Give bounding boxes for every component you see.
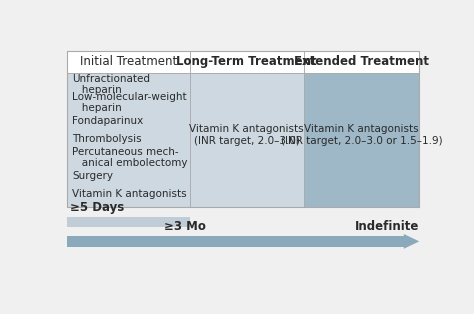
Text: Vitamin K antagonists
(INR target, 2.0–3.0): Vitamin K antagonists (INR target, 2.0–3… (189, 124, 304, 146)
Bar (66, 51, 190, 73)
Bar (190, 73, 303, 207)
Bar (303, 73, 419, 207)
Bar (66, 217, 190, 227)
Bar (303, 51, 419, 73)
Bar (66, 51, 419, 207)
Text: Fondaparinux: Fondaparinux (72, 116, 143, 126)
Text: Extended Treatment: Extended Treatment (294, 55, 429, 68)
Text: Vitamin K antagonists
(INR target, 2.0–3.0 or 1.5–1.9): Vitamin K antagonists (INR target, 2.0–3… (281, 124, 442, 146)
Text: Unfractionated
   heparin: Unfractionated heparin (72, 74, 150, 95)
Text: Initial Treatment: Initial Treatment (80, 55, 177, 68)
Text: Percutaneous mech-
   anical embolectomy: Percutaneous mech- anical embolectomy (72, 147, 188, 168)
Text: Vitamin K antagonists: Vitamin K antagonists (72, 189, 187, 199)
Polygon shape (404, 234, 419, 249)
Text: Low-molecular-weight
   heparin: Low-molecular-weight heparin (72, 92, 187, 113)
Text: ≥3 Mo: ≥3 Mo (164, 220, 206, 233)
Bar (303, 236, 404, 247)
Bar (190, 51, 303, 73)
Bar (66, 236, 303, 247)
Text: Indefinite: Indefinite (355, 220, 419, 233)
Text: Long-Term Treatment: Long-Term Treatment (176, 55, 317, 68)
Text: ≥5 Days: ≥5 Days (70, 201, 125, 214)
Bar (66, 73, 190, 207)
Text: Surgery: Surgery (72, 171, 113, 181)
Text: Thrombolysis: Thrombolysis (72, 134, 142, 144)
